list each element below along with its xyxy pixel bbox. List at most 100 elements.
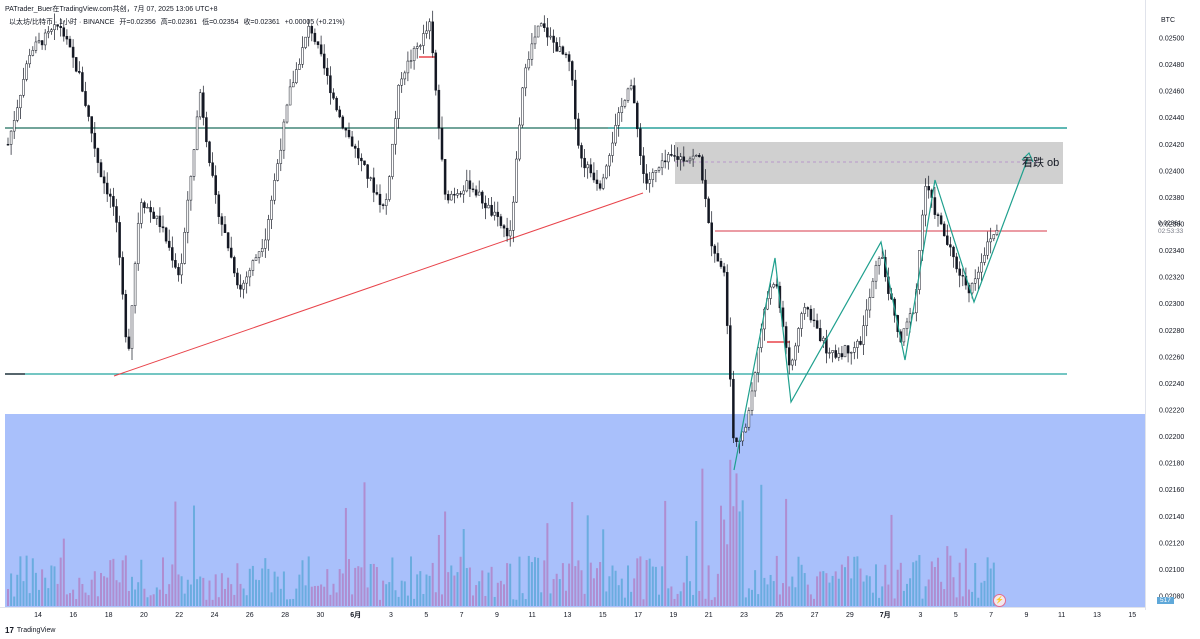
volume-bar xyxy=(75,599,78,606)
volume-bar xyxy=(735,473,738,606)
candle-body xyxy=(732,378,735,439)
volume-bar xyxy=(884,564,887,606)
flash-icon[interactable]: ⚡ xyxy=(993,594,1006,607)
volume-bar xyxy=(484,595,487,606)
candle-body xyxy=(372,177,376,193)
volume-bar xyxy=(382,580,385,606)
volume-bar xyxy=(499,580,502,606)
volume-bar xyxy=(428,575,431,606)
candle-body xyxy=(422,33,425,46)
candle-body xyxy=(384,199,388,206)
volume-bar xyxy=(202,577,205,606)
candle-body xyxy=(248,270,252,278)
currency-label[interactable]: BTC xyxy=(1161,17,1175,24)
volume-bar xyxy=(521,593,524,606)
volume-bar xyxy=(636,558,639,606)
volume-bar xyxy=(831,575,834,606)
candle-body xyxy=(601,177,605,189)
volume-bar xyxy=(400,580,403,606)
volume-bar xyxy=(568,563,571,606)
volume-bar xyxy=(493,596,496,606)
candle-body xyxy=(744,426,748,433)
candle-body xyxy=(812,319,816,322)
volume-bar xyxy=(180,576,183,606)
volume-bar xyxy=(90,579,93,606)
volume-bar xyxy=(217,597,220,606)
volume-bar xyxy=(757,594,760,606)
candle-body xyxy=(130,305,134,349)
volume-bar xyxy=(868,576,871,606)
volume-bar xyxy=(927,579,930,606)
volume-bar xyxy=(865,575,868,606)
candle-body xyxy=(350,136,354,147)
candle-body xyxy=(177,267,180,276)
candle-body xyxy=(388,176,391,200)
candle-body xyxy=(171,247,174,261)
volume-bar xyxy=(912,562,915,606)
price-axis[interactable] xyxy=(1145,0,1200,610)
candle-body xyxy=(276,163,279,181)
volume-bar xyxy=(930,561,933,606)
volume-bar xyxy=(729,459,732,606)
candle-body xyxy=(322,53,326,69)
candle-body xyxy=(16,107,19,121)
y-tick-label: 0.02140 xyxy=(1159,514,1184,521)
volume-bar xyxy=(50,565,53,606)
volume-bar xyxy=(100,572,102,606)
y-tick-label: 0.02400 xyxy=(1159,168,1184,175)
time-axis[interactable] xyxy=(0,607,1145,622)
candle-body xyxy=(71,46,75,58)
candle-body xyxy=(574,79,577,120)
candle-body xyxy=(679,156,682,160)
candle-body xyxy=(43,32,47,46)
candle-body xyxy=(146,207,149,209)
volume-bar xyxy=(261,568,264,606)
candle-body xyxy=(431,21,434,54)
volume-bar xyxy=(608,576,611,606)
volume-bar xyxy=(899,562,902,606)
volume-bar xyxy=(704,598,707,606)
candle-body xyxy=(443,159,447,195)
x-tick-label: 26 xyxy=(246,612,254,619)
volume-bar xyxy=(348,559,350,606)
candle-body xyxy=(645,173,648,184)
volume-bar xyxy=(155,587,158,606)
volume-bar xyxy=(583,593,586,606)
candle-body xyxy=(772,284,775,288)
y-tick-label: 0.02120 xyxy=(1159,540,1184,547)
volume-bar xyxy=(323,586,326,606)
candle-body xyxy=(623,100,627,107)
candle-body xyxy=(769,286,772,299)
volume-bar xyxy=(431,562,434,606)
tradingview-logo-icon[interactable]: 17 xyxy=(5,626,14,635)
volume-bar xyxy=(406,595,409,606)
volume-bar xyxy=(723,519,726,606)
candle-body xyxy=(391,143,394,177)
x-tick-label: 6月 xyxy=(350,611,361,619)
volume-bar xyxy=(599,562,602,606)
candle-body xyxy=(502,225,506,229)
candle-body xyxy=(360,157,363,162)
volume-bar xyxy=(503,584,505,606)
x-tick-label: 25 xyxy=(775,612,783,619)
volume-bar xyxy=(788,586,791,606)
candle-body xyxy=(474,189,478,196)
candle-body xyxy=(68,38,72,48)
volume-bar xyxy=(313,585,316,606)
trend-line xyxy=(113,192,644,377)
candle-body xyxy=(722,266,726,273)
volume-bar xyxy=(589,562,592,606)
candle-body xyxy=(660,160,664,169)
candle-body xyxy=(719,260,723,267)
symbol-name[interactable]: 以太坊/比特币 · 1小时 · BINANCE xyxy=(9,19,115,26)
candle-body xyxy=(877,258,881,266)
volume-bar xyxy=(34,572,37,606)
volume-bar xyxy=(769,574,772,606)
volume-bar xyxy=(614,570,617,606)
candle-body xyxy=(450,193,453,201)
candle-body xyxy=(353,145,357,149)
candle-body xyxy=(198,92,202,118)
volume-bar xyxy=(416,574,419,606)
candle-body xyxy=(217,194,221,217)
